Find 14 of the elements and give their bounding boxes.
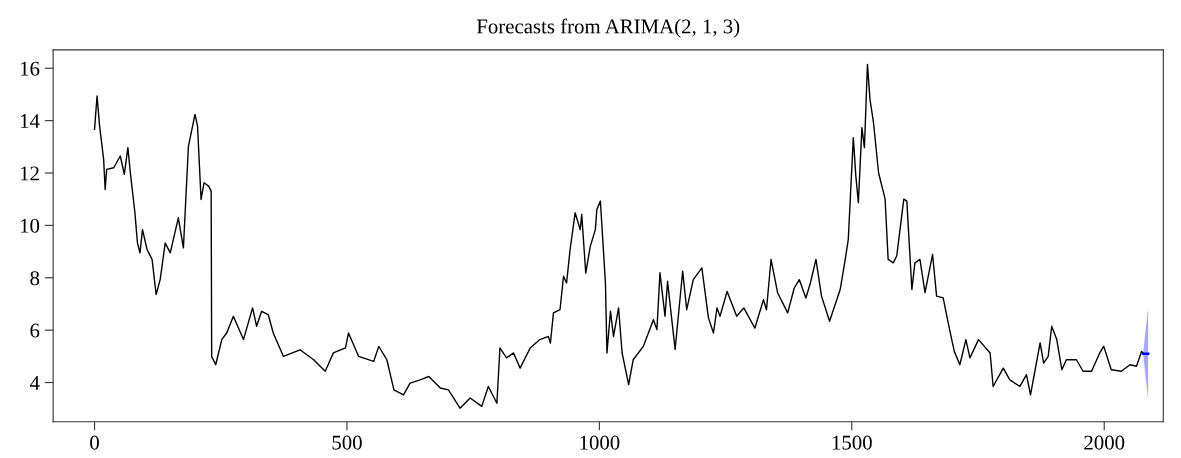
x-tick-label: 2000	[1084, 435, 1125, 450]
line-series	[93, 63, 1144, 409]
x-tick-label: 500	[332, 435, 362, 450]
y-tick-label: 16	[20, 61, 40, 76]
y-tick-label: 14	[20, 114, 40, 128]
x-tick-label: 0	[90, 435, 99, 450]
y-tick-label: 8	[30, 271, 40, 286]
y-tick-label: 10	[20, 218, 40, 233]
y-tick-label: 4	[29, 376, 40, 390]
x-tick-label: 1000	[580, 435, 620, 450]
y-tick-label: 12	[20, 166, 39, 181]
y-tick-label: 6	[30, 323, 40, 338]
chart-title: Forecasts from ARIMA(2, 1, 3)	[476, 18, 740, 38]
x-tick-label: 1500	[832, 435, 872, 450]
